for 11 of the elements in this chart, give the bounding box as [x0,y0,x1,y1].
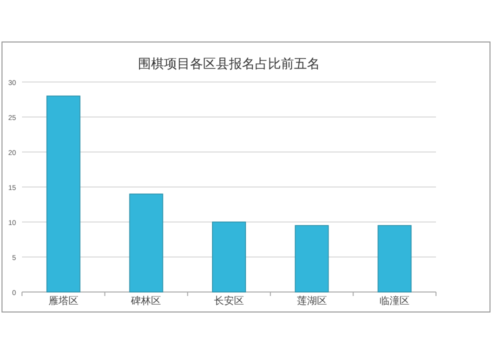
x-tick-label: 雁塔区 [48,295,78,307]
x-tick-label: 长安区 [214,295,244,307]
bar [212,222,246,292]
bar [378,225,412,292]
x-tick-label: 莲湖区 [296,295,327,307]
bar [46,96,80,292]
bar [129,194,164,292]
bar [294,225,329,292]
x-tick-label: 碑林区 [130,295,162,307]
x-tick-label: 临潼区 [380,295,410,307]
chart-title: 围棋项目各区县报名占比前五名 [138,57,320,72]
